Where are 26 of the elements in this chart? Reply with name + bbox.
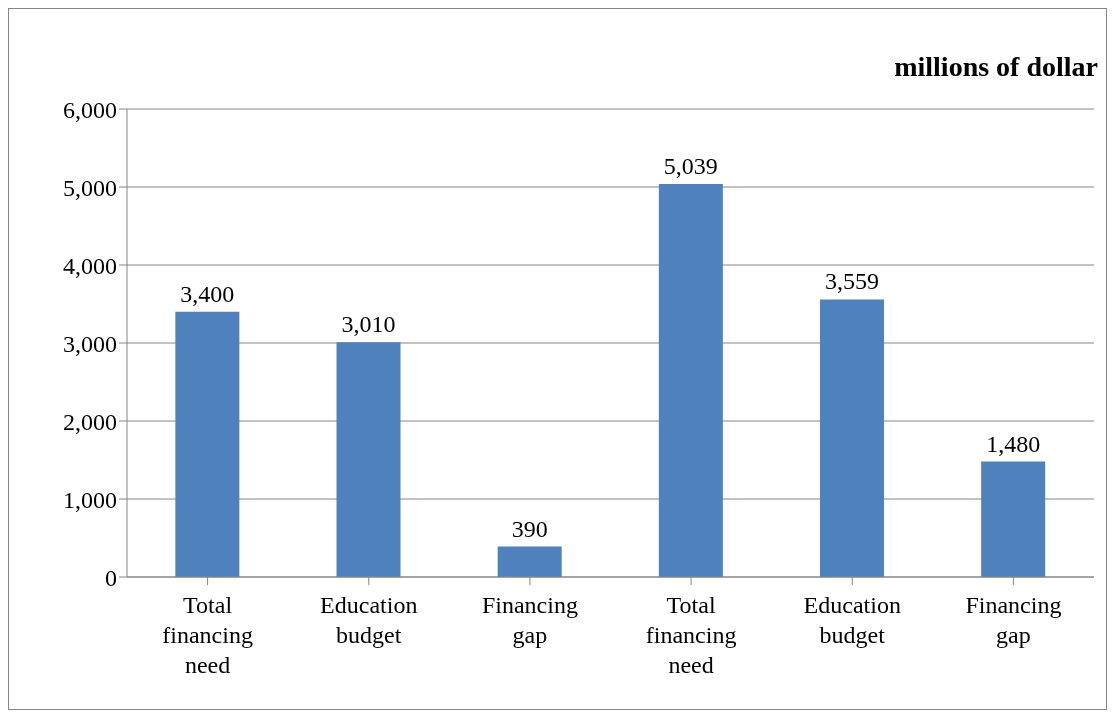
data-label: 3,400 [180, 280, 235, 307]
data-label: 390 [511, 515, 548, 542]
x-tick-label: Total financing need [645, 592, 737, 678]
x-tick-label: Education budget [320, 592, 418, 648]
bar [820, 299, 885, 577]
y-tick-label: 3,000 [63, 330, 117, 357]
y-tick-label: 4,000 [63, 252, 117, 279]
bar [175, 311, 240, 577]
y-tick-label: 1,000 [63, 486, 117, 513]
data-label: 3,010 [341, 311, 396, 338]
x-tick-label: Financing gap [965, 592, 1062, 648]
bar [658, 183, 723, 577]
data-label: 1,480 [986, 430, 1041, 457]
bar [336, 342, 401, 577]
data-label: 3,559 [825, 268, 880, 295]
chart-title: millions of dollar [894, 51, 1098, 83]
y-tick-label: 0 [105, 564, 117, 591]
x-tick-label: Total financing need [162, 592, 253, 678]
y-tick-label: 2,000 [63, 408, 117, 435]
x-tick-label: Financing gap [481, 592, 578, 648]
x-tick-label: Education budget [803, 592, 901, 648]
y-tick-label: 5,000 [63, 174, 117, 201]
data-label: 5,039 [663, 152, 718, 179]
bar [981, 461, 1046, 577]
bar [497, 546, 562, 577]
y-tick-label: 6,000 [63, 96, 117, 123]
